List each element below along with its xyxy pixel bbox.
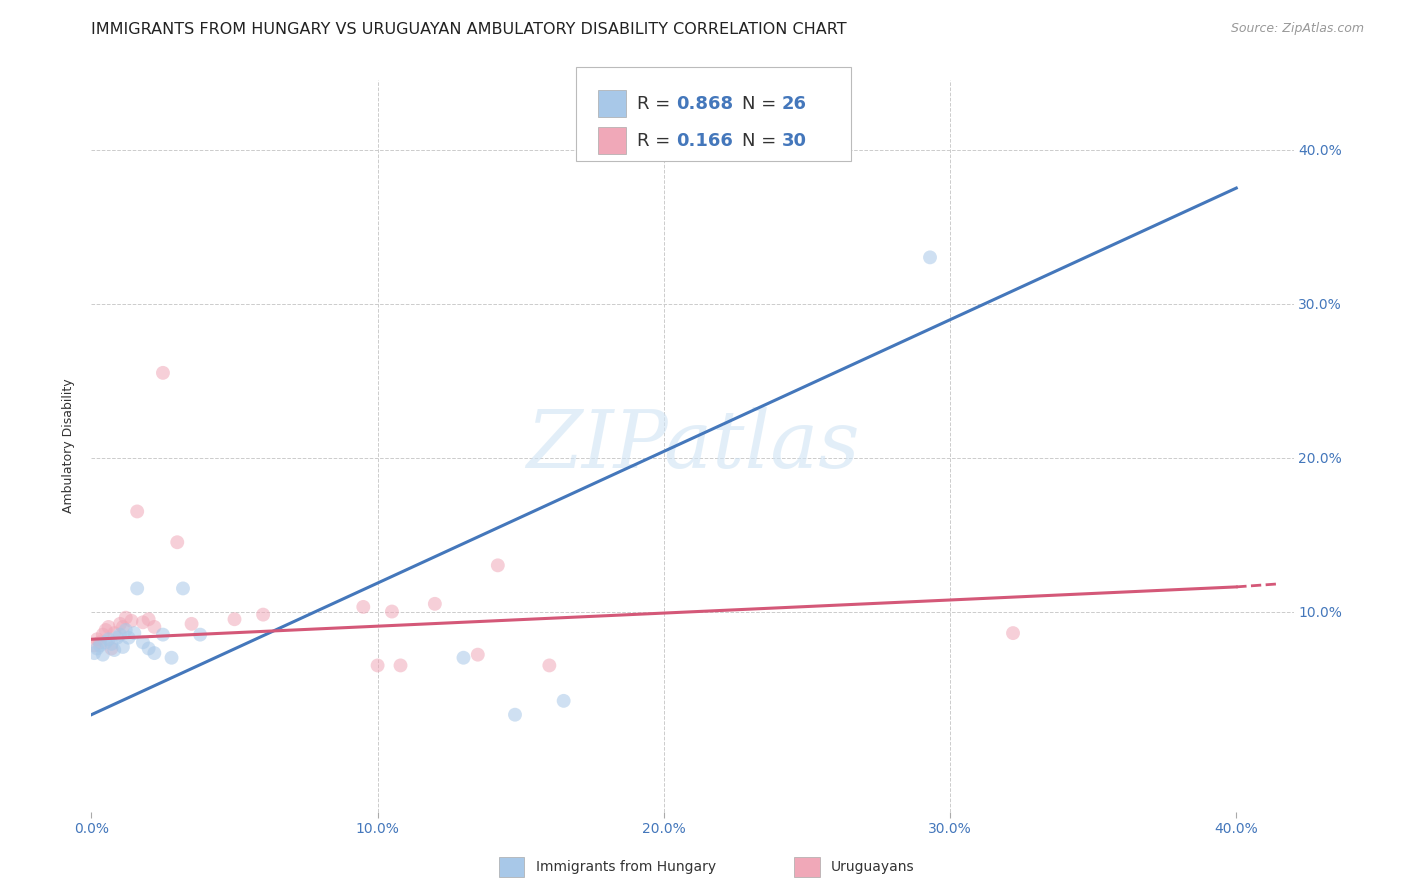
Point (108, 616, 131, 631)
Point (100, 641, 122, 656)
Point (188, 627, 211, 641)
Point (132, 635, 155, 649)
Text: Source: ZipAtlas.com: Source: ZipAtlas.com (1230, 22, 1364, 36)
Text: Immigrants from Hungary: Immigrants from Hungary (536, 860, 716, 874)
Text: ZIPatlas: ZIPatlas (526, 408, 859, 484)
Point (100, 637, 122, 651)
Point (224, 612, 246, 626)
Point (121, 614, 143, 628)
Point (367, 658, 389, 673)
Point (180, 616, 202, 631)
Y-axis label: Ambulatory Disability: Ambulatory Disability (62, 379, 76, 513)
Point (389, 658, 412, 673)
Text: 30: 30 (782, 132, 807, 150)
Point (138, 641, 160, 656)
Point (91, 627, 114, 641)
Text: 0.868: 0.868 (676, 95, 734, 112)
Point (143, 620, 166, 634)
Point (553, 694, 575, 708)
Text: R =: R = (637, 132, 676, 150)
Point (160, 650, 183, 665)
Point (86, 641, 108, 656)
Point (103, 626, 125, 640)
Text: Uruguayans: Uruguayans (831, 860, 914, 874)
Text: R =: R = (637, 95, 676, 112)
Point (94, 635, 117, 649)
Point (143, 646, 166, 660)
Point (467, 648, 489, 662)
Point (94, 623, 117, 637)
Point (108, 627, 131, 641)
Text: N =: N = (742, 132, 782, 150)
Point (105, 631, 128, 645)
Point (86, 632, 108, 647)
Point (423, 597, 446, 611)
Point (124, 626, 146, 640)
Text: 26: 26 (782, 95, 807, 112)
Point (503, 707, 526, 722)
Point (152, 627, 174, 641)
Point (111, 640, 134, 654)
Point (166, 535, 188, 549)
Point (127, 582, 149, 596)
Point (453, 650, 475, 665)
Point (918, 251, 941, 265)
Point (97, 620, 120, 634)
Point (83, 646, 105, 660)
Point (89, 635, 111, 649)
Point (91, 648, 114, 662)
Text: N =: N = (742, 95, 782, 112)
Point (1001, 626, 1024, 640)
Point (138, 612, 160, 626)
Point (89, 639, 111, 653)
Point (127, 504, 149, 518)
Point (83, 639, 105, 653)
Point (97, 632, 120, 647)
Point (114, 623, 136, 637)
Point (538, 658, 561, 673)
Point (132, 615, 155, 630)
Point (381, 605, 404, 619)
Point (352, 599, 374, 614)
Point (114, 610, 136, 624)
Point (252, 607, 274, 622)
Point (111, 620, 134, 634)
Point (117, 631, 139, 645)
Point (152, 366, 174, 380)
Text: IMMIGRANTS FROM HUNGARY VS URUGUAYAN AMBULATORY DISABILITY CORRELATION CHART: IMMIGRANTS FROM HUNGARY VS URUGUAYAN AMB… (91, 22, 846, 37)
Point (486, 558, 509, 573)
Point (172, 582, 194, 596)
Text: 0.166: 0.166 (676, 132, 733, 150)
Point (103, 643, 125, 657)
